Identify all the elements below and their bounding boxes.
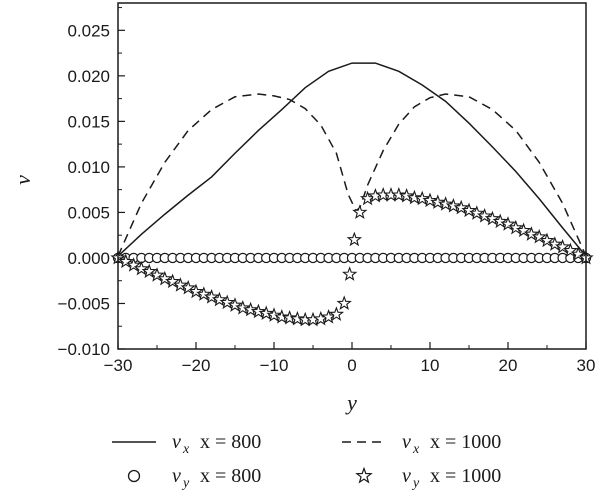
series-line-vx800 [117, 62, 587, 257]
legend-text: x = 800 [200, 465, 261, 487]
legend-subscript: x [182, 442, 190, 457]
point-vy1000 [125, 257, 142, 272]
y-tick-label: 0.015 [67, 112, 110, 131]
y-tick-label: 0.025 [67, 21, 110, 40]
point-vy1000 [258, 305, 274, 321]
point-vy1000 [141, 263, 157, 279]
legend-text: x = 800 [200, 431, 261, 453]
point-vy1000 [492, 213, 508, 229]
plot-marks [110, 62, 594, 327]
point-vy1000 [437, 196, 454, 211]
point-vy1000 [547, 236, 563, 251]
x-tick-label: −30 [104, 356, 133, 375]
legend-var: v [172, 431, 181, 453]
point-vy1000 [336, 295, 352, 311]
x-tick-label: 10 [421, 356, 440, 375]
point-vy1000 [445, 197, 462, 213]
point-vy1000 [523, 226, 540, 241]
point-vy1000 [562, 242, 579, 258]
point-vy1000 [266, 307, 282, 322]
point-vy1000 [554, 238, 571, 254]
point-vy1000 [281, 309, 298, 325]
plot-frame [117, 2, 587, 350]
y-tick-label: 0.020 [67, 67, 110, 86]
point-vy1000 [203, 289, 220, 304]
point-vy1000 [274, 309, 290, 324]
point-vy1000 [211, 291, 228, 307]
legend-swatch [355, 466, 373, 484]
x-tick-label: 30 [577, 356, 596, 375]
point-vy1000 [328, 306, 345, 321]
point-vy1000 [391, 187, 407, 202]
point-vy1000 [196, 286, 212, 301]
legend-var: v [402, 431, 411, 453]
point-vy1000 [406, 189, 423, 205]
point-vy1000 [219, 294, 235, 310]
ticks: −30 −20 −10 0 10 20 30 −0.010 −0.005 0.000 0.005 0.… [58, 7, 596, 375]
point-vy1000 [133, 260, 150, 276]
point-vy1000 [157, 270, 173, 286]
point-vy1000 [430, 194, 446, 209]
legend-var: v [172, 465, 181, 487]
point-vy1000 [346, 231, 363, 247]
point-vy1000 [484, 210, 501, 226]
legend-var: v [402, 465, 411, 487]
point-vy1000 [414, 190, 430, 206]
point-vy1000 [172, 277, 189, 292]
x-tick-label: 20 [499, 356, 518, 375]
point-vy1000 [508, 219, 524, 235]
x-tick-label: −20 [182, 356, 211, 375]
point-vy1000 [250, 303, 267, 319]
point-vy1000 [227, 297, 243, 312]
point-vy1000 [469, 205, 485, 220]
legend-subscript: y [181, 476, 190, 491]
y-tick-label: 0.005 [67, 203, 110, 222]
point-vy1000 [118, 253, 134, 269]
point-vy1000 [570, 246, 586, 261]
point-vy1000 [500, 216, 516, 231]
point-vy1000 [531, 228, 547, 244]
legend-subscript: x [412, 442, 420, 457]
legend-text: x = 1000 [430, 431, 501, 453]
y-tick-label: 0.010 [67, 158, 110, 177]
y-tick-label: −0.005 [58, 294, 110, 313]
y-tick-label: 0.000 [67, 249, 110, 268]
legend-text: x = 1000 [430, 465, 501, 487]
point-vy1000 [149, 267, 165, 282]
point-vy1000 [180, 279, 196, 295]
point-vy1000 [539, 232, 555, 248]
point-vy1000 [188, 283, 204, 299]
point-vy1000 [289, 310, 306, 326]
x-axis-label: y [345, 390, 357, 415]
legend-swatch [127, 469, 141, 483]
x-tick-label: −10 [260, 356, 289, 375]
point-vy1000 [461, 202, 477, 218]
x-tick-label: 0 [347, 356, 356, 375]
point-vy1000 [341, 266, 358, 281]
point-vy1000 [422, 192, 438, 208]
legend-subscript: y [411, 476, 420, 491]
point-vy1000 [235, 299, 251, 315]
y-tick-label: −0.010 [58, 340, 110, 359]
point-vy1000 [515, 222, 532, 238]
series-line-vx1000 [117, 93, 587, 257]
point-vy1000 [476, 207, 493, 223]
point-vy1000 [164, 273, 181, 289]
point-vy1000 [242, 301, 259, 317]
point-vy1000 [453, 199, 469, 215]
y-axis-label: v [10, 175, 35, 185]
point-vy1000 [352, 204, 368, 219]
point-vy1000 [398, 187, 415, 203]
